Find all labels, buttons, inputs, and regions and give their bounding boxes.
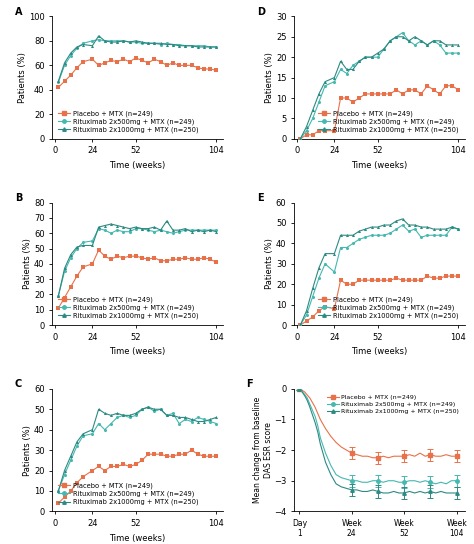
Y-axis label: Patients (%): Patients (%) <box>18 52 27 103</box>
Legend: Placebo + MTX (n=249), Rituximab 2x500mg + MTX (n=249), Rituximab 2x1000mg + MTX: Placebo + MTX (n=249), Rituximab 2x500mg… <box>55 107 201 135</box>
X-axis label: Time (weeks): Time (weeks) <box>351 161 408 170</box>
Legend: Placebo + MTX (n=249), Rituximab 2x500mg + MTX (n=249), Rituximab 2x1000mg + MTX: Placebo + MTX (n=249), Rituximab 2x500mg… <box>55 480 201 508</box>
X-axis label: Time (weeks): Time (weeks) <box>109 161 165 170</box>
Y-axis label: Patients (%): Patients (%) <box>265 238 274 289</box>
X-axis label: Time (weeks): Time (weeks) <box>109 534 165 542</box>
Legend: Placebo + MTX (n=249), Rituximab 2x500mg + MTX (n=249), Rituximab 2x1000mg + MTX: Placebo + MTX (n=249), Rituximab 2x500mg… <box>55 294 201 322</box>
Text: C: C <box>15 379 22 389</box>
X-axis label: Time (weeks): Time (weeks) <box>109 347 165 356</box>
Text: B: B <box>15 193 22 203</box>
Text: F: F <box>246 379 253 389</box>
Y-axis label: Patients (%): Patients (%) <box>265 52 274 103</box>
X-axis label: Time (weeks): Time (weeks) <box>351 347 408 356</box>
Text: A: A <box>15 7 22 16</box>
Y-axis label: Patients (%): Patients (%) <box>24 238 33 289</box>
Text: D: D <box>256 7 264 16</box>
Legend: Placebo + MTX (n=249), Rituximab 2x500mg + MTX (n=249), Rituximab 2x1000mg + MTX: Placebo + MTX (n=249), Rituximab 2x500mg… <box>316 107 461 135</box>
Legend: Placebo + MTX (n=249), Rituximab 2x500mg + MTX (n=249), Rituximab 2x1000mg + MTX: Placebo + MTX (n=249), Rituximab 2x500mg… <box>316 294 461 322</box>
Y-axis label: Patients (%): Patients (%) <box>24 425 33 475</box>
Y-axis label: Mean change from baseline
DAS ESR score: Mean change from baseline DAS ESR score <box>253 397 273 503</box>
Text: E: E <box>256 193 263 203</box>
Legend: Placebo + MTX (n=249), Rituximab 2x500mg + MTX (n=249), Rituximab 2x1000mg + MTX: Placebo + MTX (n=249), Rituximab 2x500mg… <box>325 392 461 416</box>
